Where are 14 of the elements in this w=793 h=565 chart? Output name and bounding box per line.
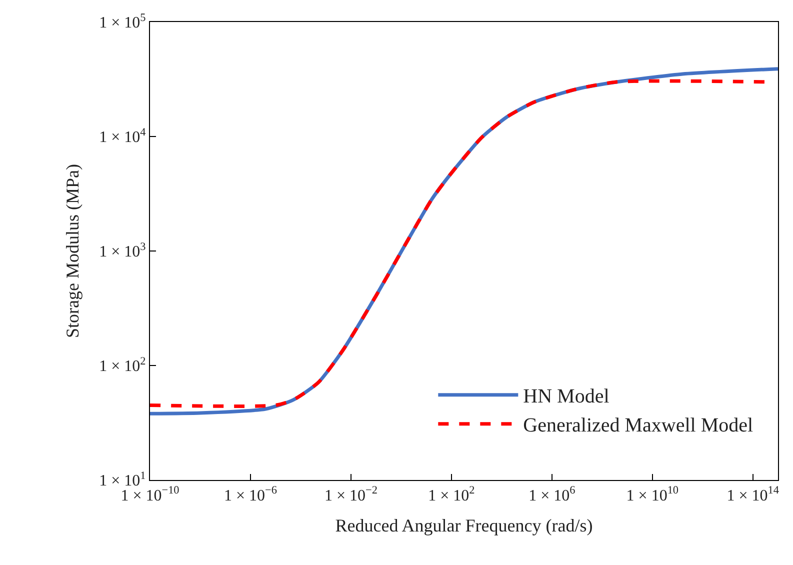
x-tick-label: 1 × 10$^{−2}$ [324,484,378,504]
legend-label: Generalized Maxwell Model [523,414,754,437]
legend-label: HN Model [523,386,610,408]
x-tick-label: 1 × 10$^{14}$ [726,484,780,504]
x-tick-label: 1 × 10$^{2}$ [428,484,475,504]
x-tick-label: 1 × 10$^{10}$ [626,484,679,504]
y-axis-title: Storage Modulus (MPa) [62,164,82,338]
y-tick-label: 1 × 10$^{4}$ [99,126,146,146]
y-tick-label: 1 × 10$^{2}$ [99,355,146,376]
x-tick-label: 1 × 10$^{6}$ [528,484,576,504]
x-tick-label: 1 × 10$^{−6}$ [224,484,278,504]
x-axis-title: Reduced Angular Frequency (rad/s) [335,515,593,536]
y-tick-label: 1 × 10$^{5}$ [99,12,146,32]
y-tick-label: 1 × 10$^{3}$ [99,240,146,261]
